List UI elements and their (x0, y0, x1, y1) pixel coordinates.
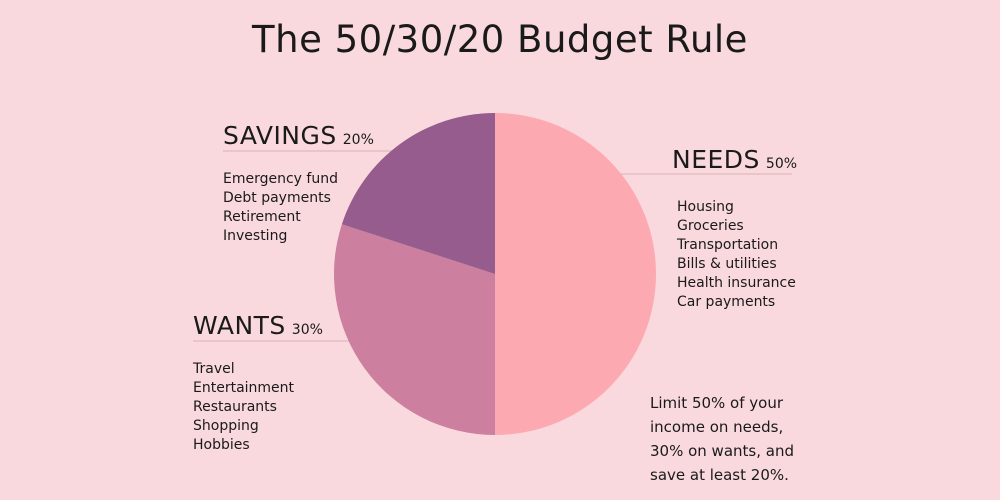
savings-item: Emergency fund (223, 171, 338, 187)
needs-item: Transportation (677, 237, 779, 253)
needs-item: Car payments (677, 294, 776, 310)
savings-item: Debt payments (223, 190, 331, 206)
savings-percent: 20% (342, 132, 374, 148)
wants-label: WANTS (193, 311, 286, 340)
wants-item: Hobbies (193, 437, 250, 453)
needs-item: Housing (677, 199, 734, 215)
needs-item: Groceries (677, 218, 744, 234)
savings-item: Retirement (223, 209, 301, 225)
needs-item: Bills & utilities (677, 256, 777, 272)
needs-item: Health insurance (677, 275, 796, 291)
needs-slice (495, 113, 656, 435)
budget-note: Limit 50% of your income on needs, 30% o… (650, 394, 794, 484)
wants-item: Restaurants (193, 399, 277, 415)
needs-label: NEEDS (672, 145, 760, 174)
savings-item: Investing (223, 228, 288, 244)
chart-title: The 50/30/20 Budget Rule (252, 18, 748, 61)
wants-item: Travel (193, 361, 235, 377)
savings-category: SAVINGS 20% Emergency fund Debt payments … (223, 121, 374, 246)
savings-label: SAVINGS (223, 121, 337, 150)
needs-category: NEEDS 50% Housing Groceries Transportatio… (672, 145, 797, 312)
needs-percent: 50% (765, 156, 798, 172)
wants-category: WANTS 30% Travel Entertainment Restaurant… (193, 311, 323, 455)
wants-percent: 30% (291, 322, 323, 338)
leader-lines (193, 150, 792, 342)
pie-slices (334, 113, 656, 435)
savings-slice (341, 113, 495, 274)
wants-item: Shopping (193, 418, 259, 434)
wants-item: Entertainment (193, 380, 295, 396)
wants-slice (334, 224, 495, 435)
